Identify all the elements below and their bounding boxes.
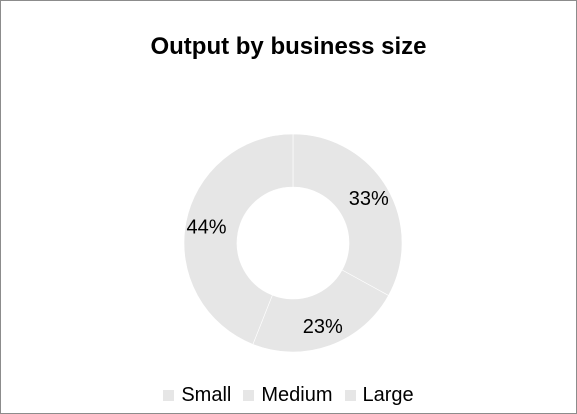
legend-swatch-small [163,390,175,401]
legend-label-large: Large [362,384,414,406]
donut-slice-medium [252,269,389,353]
legend-swatch-medium [243,390,255,401]
data-label-small: 44% [187,217,227,239]
legend-label-medium: Medium [261,384,333,406]
donut-slice-small [183,133,294,345]
chart-legend: Small Medium Large [0,384,577,407]
data-label-large: 33% [349,188,389,210]
legend-item-large: Large [344,384,414,407]
legend-swatch-large [344,390,356,401]
donut-slice-large [292,133,403,296]
legend-item-small: Small [163,384,231,407]
legend-item-medium: Medium [243,384,333,407]
data-label-medium: 23% [303,316,343,338]
chart-title: Output by business size [150,33,427,60]
legend-label-small: Small [181,384,232,406]
